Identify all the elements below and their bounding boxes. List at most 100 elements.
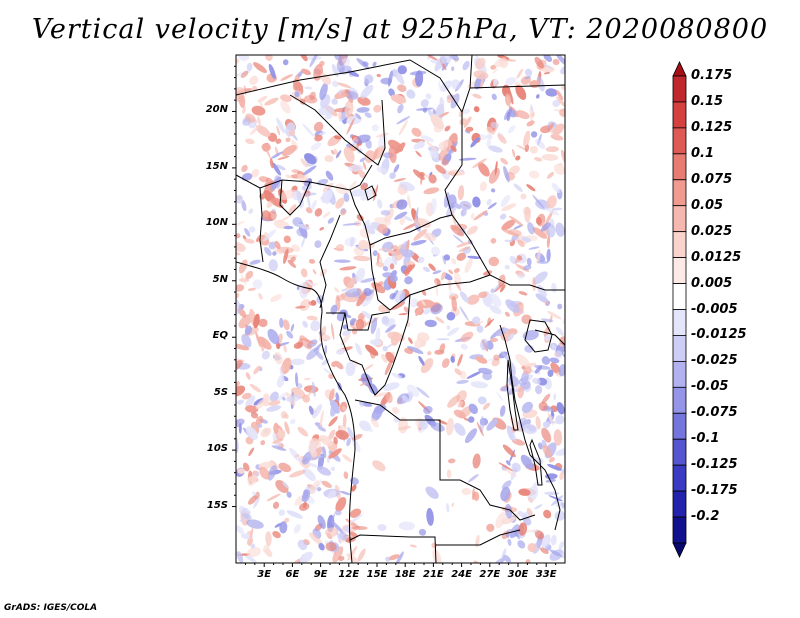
border <box>319 214 341 309</box>
field-patch <box>478 367 493 375</box>
field-patch <box>544 301 549 306</box>
field-patch <box>399 181 415 192</box>
field-patch <box>520 454 534 470</box>
field-patch <box>554 352 559 357</box>
field-patch <box>453 234 464 244</box>
field-patch <box>546 171 555 179</box>
field-patch <box>482 372 493 381</box>
colorbar-label: 0.1 <box>691 145 715 161</box>
field-patch <box>438 141 449 151</box>
field-patch <box>494 160 498 176</box>
field-patch <box>401 249 415 258</box>
field-patch <box>280 94 292 102</box>
field-patch <box>559 336 565 345</box>
field-patch <box>264 97 279 106</box>
field-patch <box>359 400 364 408</box>
field-patch <box>484 318 495 328</box>
field-patch <box>283 225 294 230</box>
border <box>236 59 463 216</box>
field-patch <box>502 229 520 237</box>
field-patch <box>341 91 349 97</box>
field-patch <box>330 466 336 471</box>
field-patch <box>397 104 404 114</box>
field-patch <box>515 110 530 120</box>
field-patch <box>345 288 361 298</box>
field-patch <box>507 328 518 336</box>
field-patch <box>386 249 395 254</box>
field-patch <box>411 127 422 137</box>
field-patch <box>395 551 404 563</box>
field-patch <box>258 293 263 300</box>
field-patch <box>327 490 337 499</box>
field-patch <box>486 126 494 135</box>
field-patch <box>516 255 523 261</box>
field-patch <box>523 130 531 148</box>
field-patch <box>500 194 511 208</box>
field-patch <box>398 120 408 136</box>
field-patch <box>343 192 350 203</box>
lon-tick-label: 9E <box>313 569 328 580</box>
field-patch <box>552 58 560 66</box>
field-patch <box>335 183 348 195</box>
field-patch <box>427 351 432 356</box>
field-patch <box>556 96 565 109</box>
lat-tick-label: 5S <box>213 386 228 398</box>
field-patch <box>516 68 524 79</box>
field-patch <box>412 169 425 180</box>
field-patch <box>512 148 516 158</box>
field-patch <box>267 328 280 345</box>
field-patch <box>413 228 428 241</box>
field-patch <box>297 70 303 77</box>
field-patch <box>442 255 447 265</box>
field-patch <box>420 135 434 143</box>
field-patch <box>451 296 458 312</box>
field-patch <box>456 252 467 261</box>
lat-tick-label: 5N <box>212 273 228 285</box>
field-patch <box>276 117 286 134</box>
field-patch <box>521 236 532 243</box>
field-patch <box>236 293 240 299</box>
field-patch <box>502 554 512 563</box>
field-patch <box>464 428 478 444</box>
field-patch <box>355 267 366 282</box>
field-patch <box>551 344 557 351</box>
field-patch <box>349 531 359 538</box>
field-patch <box>301 183 312 192</box>
field-patch <box>560 149 565 164</box>
field-patch <box>391 245 398 250</box>
field-patch <box>319 227 325 231</box>
field-patch <box>294 495 304 506</box>
field-patch <box>548 457 555 463</box>
colorbar-label: 0.15 <box>691 93 724 109</box>
field-patch <box>536 94 540 99</box>
field-patch <box>480 338 489 351</box>
field-patch <box>306 194 311 209</box>
field-patch <box>328 429 336 441</box>
colorbar <box>672 61 687 558</box>
field-patch <box>327 217 335 224</box>
field-patch <box>372 250 378 257</box>
field-patch <box>286 491 292 498</box>
field-patch <box>543 71 551 75</box>
field-patch <box>255 398 267 410</box>
field-patch <box>490 121 499 129</box>
field-patch <box>451 79 461 90</box>
field-patch <box>318 106 335 116</box>
field-patch <box>280 100 291 114</box>
field-patch <box>286 330 294 339</box>
field-patch <box>351 484 357 492</box>
field-patch <box>504 311 510 317</box>
field-patch <box>323 368 331 374</box>
field-patch <box>429 149 438 159</box>
field-patch <box>346 118 355 135</box>
field-patch <box>453 271 462 289</box>
field-patch <box>238 314 253 329</box>
field-patch <box>299 551 313 563</box>
field-patch <box>526 184 536 192</box>
field-patch <box>372 61 377 67</box>
border <box>436 529 521 546</box>
field-patch <box>421 300 426 306</box>
field-patch <box>328 373 334 379</box>
field-patch <box>318 131 327 136</box>
field-patch <box>472 93 482 99</box>
